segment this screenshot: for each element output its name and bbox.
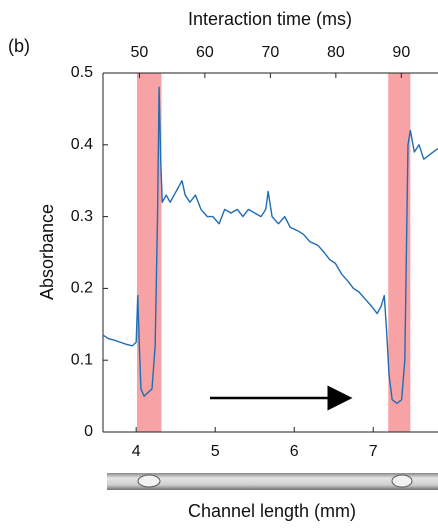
x2-tick-label: 50	[131, 44, 149, 61]
y-tick-label: 0.5	[71, 64, 93, 81]
y-tick-label: 0.2	[71, 280, 93, 297]
x-tick-label: 4	[132, 443, 141, 460]
x2-tick-label: 60	[196, 44, 214, 61]
data-line	[102, 86, 438, 404]
x2-tick-label: 90	[392, 44, 410, 61]
panel-label: (b)	[8, 36, 30, 56]
y-axis-title: Absorbance	[37, 204, 57, 300]
x2-tick-label: 70	[261, 44, 279, 61]
x-tick-label: 5	[211, 443, 220, 460]
x2-tick-label: 80	[327, 44, 345, 61]
x-axis-title: Channel length (mm)	[188, 501, 356, 521]
y-tick-label: 0.4	[71, 136, 93, 153]
x-tick-label: 7	[369, 443, 378, 460]
y-tick-label: 0.3	[71, 208, 93, 225]
y-tick-label: 0.1	[71, 351, 93, 368]
y-tick-label: 0	[84, 423, 93, 440]
x2-axis-title: Interaction time (ms)	[188, 9, 352, 29]
x-tick-label: 6	[290, 443, 299, 460]
channel-image	[107, 473, 438, 490]
